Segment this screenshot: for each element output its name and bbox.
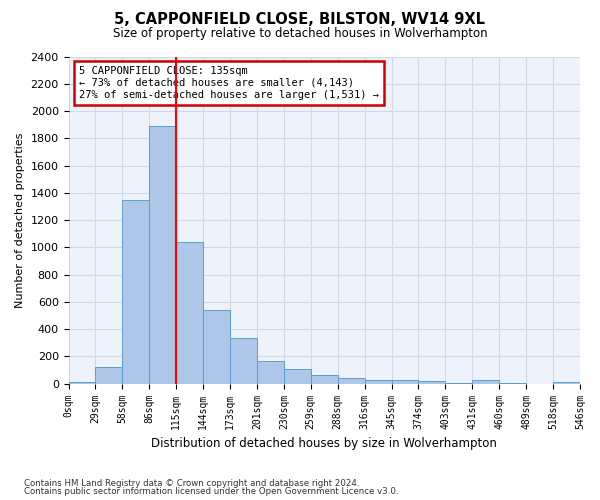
Bar [230, 338, 257, 384]
Text: Contains public sector information licensed under the Open Government Licence v3: Contains public sector information licen… [24, 487, 398, 496]
Bar [553, 382, 580, 384]
Bar [257, 361, 284, 384]
Bar [445, 383, 472, 384]
Bar [499, 383, 526, 384]
Bar [95, 366, 122, 384]
Bar [392, 380, 418, 384]
Bar [203, 310, 230, 384]
Y-axis label: Number of detached properties: Number of detached properties [15, 132, 25, 308]
Text: Size of property relative to detached houses in Wolverhampton: Size of property relative to detached ho… [113, 28, 487, 40]
Text: Contains HM Land Registry data © Crown copyright and database right 2024.: Contains HM Land Registry data © Crown c… [24, 478, 359, 488]
Bar [338, 378, 365, 384]
Bar [365, 380, 392, 384]
Bar [122, 200, 149, 384]
Bar [472, 380, 499, 384]
Text: 5 CAPPONFIELD CLOSE: 135sqm
← 73% of detached houses are smaller (4,143)
27% of : 5 CAPPONFIELD CLOSE: 135sqm ← 73% of det… [79, 66, 379, 100]
X-axis label: Distribution of detached houses by size in Wolverhampton: Distribution of detached houses by size … [151, 437, 497, 450]
Text: 5, CAPPONFIELD CLOSE, BILSTON, WV14 9XL: 5, CAPPONFIELD CLOSE, BILSTON, WV14 9XL [115, 12, 485, 28]
Bar [284, 368, 311, 384]
Bar [149, 126, 176, 384]
Bar [176, 242, 203, 384]
Bar [418, 381, 445, 384]
Bar [311, 375, 338, 384]
Bar [68, 382, 95, 384]
